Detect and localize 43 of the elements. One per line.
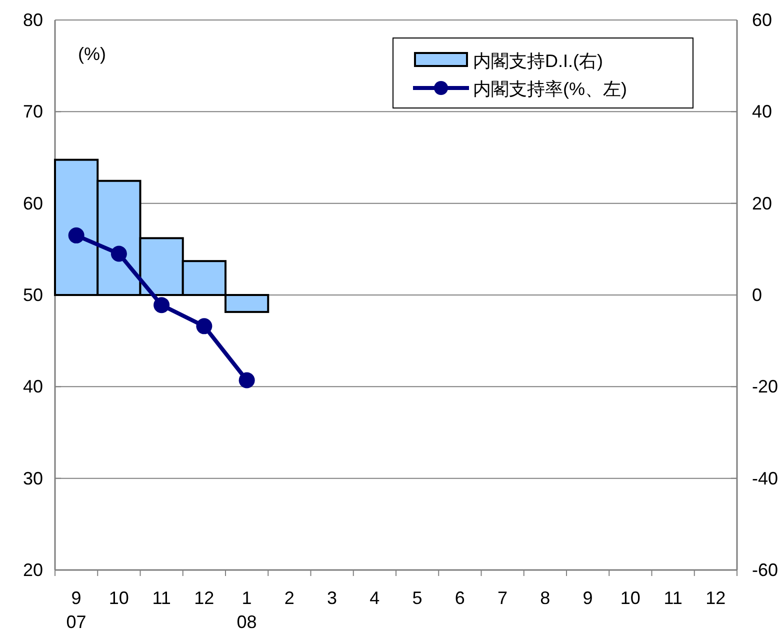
- x-tick-label: 6: [454, 588, 465, 608]
- x-tick-label: 7: [498, 588, 508, 608]
- bar: [224, 294, 270, 313]
- point: [154, 297, 170, 314]
- y-tick-label: 70: [22, 102, 43, 122]
- x-tick-label: 10: [108, 588, 129, 608]
- y-axis-title: (%): [78, 44, 106, 64]
- x-tick-label: 9 07: [66, 588, 86, 632]
- point: [110, 246, 127, 262]
- bar: [139, 237, 184, 296]
- y-tick-label: 20: [22, 560, 43, 580]
- x-tick-label: 8: [540, 588, 550, 608]
- x-tick-label: 12: [706, 588, 726, 608]
- bar: [96, 180, 142, 296]
- legend-label: 内閣支持率(%、左): [473, 79, 627, 99]
- y2-tick-label: 0: [752, 285, 762, 305]
- x-tick-label: 10: [620, 588, 640, 608]
- x-tick-label: 5: [412, 588, 422, 608]
- x-tick-label: 11: [664, 588, 682, 608]
- x-tick-label: 12: [194, 588, 214, 608]
- y2-tick-label: -20: [752, 376, 778, 397]
- y-tick-label: 60: [22, 193, 43, 214]
- y2-tick-label: 60: [752, 10, 772, 30]
- bar: [182, 260, 226, 296]
- y-tick-label: 40: [22, 376, 43, 397]
- x-tick-label: 3: [327, 588, 338, 608]
- point: [196, 318, 212, 334]
- x-tick-label: 1 08: [236, 588, 257, 632]
- y-tick-label: 50: [22, 285, 43, 305]
- legend-label: 内閣支持D.I.(右): [473, 51, 603, 71]
- x-tick-label: 9: [582, 588, 593, 608]
- y2-tick-label: -40: [752, 468, 778, 488]
- y-tick-label: 80: [22, 10, 43, 30]
- point: [238, 372, 255, 388]
- x-tick-label: 11: [152, 588, 171, 608]
- x-tick-label: 4: [370, 588, 380, 608]
- y2-tick-label: 20: [752, 193, 772, 214]
- y-tick-label: 30: [22, 468, 43, 488]
- x-tick-label: 2: [284, 588, 294, 608]
- y2-tick-label: 40: [752, 102, 772, 122]
- bar: [54, 158, 99, 296]
- y2-tick-label: -60: [752, 560, 778, 580]
- point: [68, 227, 84, 244]
